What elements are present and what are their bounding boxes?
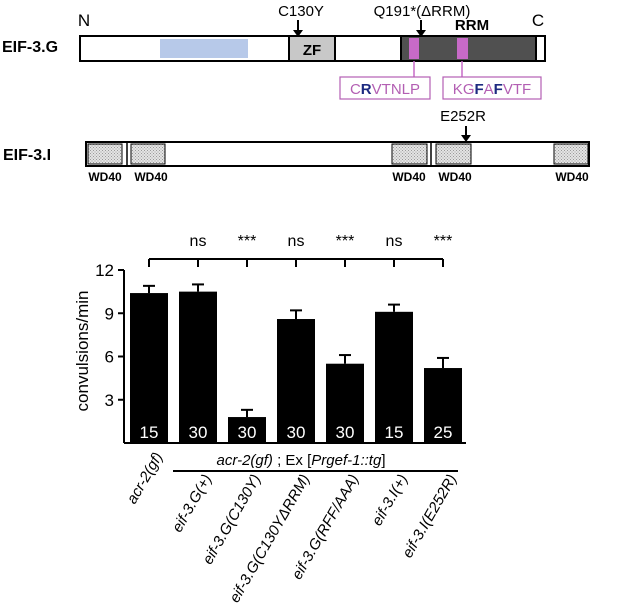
- n-label: 15: [385, 423, 404, 442]
- eif3i-name: EIF-3.I: [3, 147, 51, 164]
- n-label: 30: [189, 423, 208, 442]
- bar: [228, 417, 266, 443]
- n-label: 30: [238, 423, 257, 442]
- eif3g-motif1-box: [339, 76, 431, 100]
- eif3i-wd40-label-5: WD40: [555, 170, 589, 184]
- y-tick-label: 12: [95, 261, 114, 280]
- bar: [130, 293, 168, 443]
- eif3g-name: EIF-3.G: [2, 39, 58, 56]
- eif3g-light-blue-region: [160, 39, 248, 58]
- eif3i-wd40-domain-3: [391, 143, 428, 165]
- eif3g-zf-label: ZF: [303, 42, 321, 59]
- eif3i-diagram: EIF-3.I E252R WD40 WD40 WD40 WD40 WD40: [3, 108, 590, 184]
- eif3g-rrm-domain: [400, 35, 537, 62]
- bar: [277, 319, 315, 443]
- eif3i-wd40-domain-1: [87, 143, 123, 165]
- eif3g-q191-arrow: [416, 20, 426, 37]
- chart-plot: 3 6 9 12 15 30 30 30 30 15 25 ns *** ns *** ns *** acr-2(…: [95, 233, 466, 606]
- eif3i-wd40-domain-4: [435, 143, 472, 165]
- eif3g-motif2-sequence: KGFAFVTF: [453, 81, 531, 98]
- eif3i-backbone: [85, 141, 590, 167]
- eif3i-e252r-arrow: [461, 126, 471, 142]
- bar-chart: convulsions/min 3 6 9 12 15 30 30 30 30 15 25 ns ***…: [73, 233, 466, 606]
- eif3g-n-terminus-label: N: [78, 11, 90, 30]
- eif3i-wd40-domain-5: [553, 143, 589, 165]
- group-label: acr-2(gf) ; Ex [Prgef-1::tg]: [217, 452, 386, 469]
- eif3i-wd40-label-1: WD40: [88, 170, 122, 184]
- eif3i-wd40-label-2: WD40: [134, 170, 168, 184]
- eif3g-rrm-motif2-mark: [457, 38, 468, 59]
- n-label: 30: [287, 423, 306, 442]
- eif3g-mutation-c130y: C130Y: [278, 3, 324, 20]
- eif3g-motif2-box: [442, 76, 542, 100]
- y-tick-label: 6: [105, 348, 114, 367]
- x-tick-label: eif-3.I(+): [369, 471, 412, 528]
- significance-label: ns: [386, 233, 403, 250]
- bar: [424, 368, 462, 443]
- eif3g-c-terminus-label: C: [532, 11, 544, 30]
- bar: [326, 363, 364, 443]
- eif3g-zf-domain: [288, 35, 336, 62]
- x-tick-label: acr-2(gf): [124, 449, 167, 506]
- y-axis-label: convulsions/min: [73, 291, 92, 412]
- y-tick-label: 3: [105, 391, 114, 410]
- bar: [179, 291, 217, 443]
- significance-label: ns: [190, 233, 207, 250]
- eif3i-wd40-label-4: WD40: [438, 170, 472, 184]
- eif3i-wd40-domain-2: [130, 143, 166, 165]
- y-tick-label: 9: [105, 304, 114, 323]
- x-tick-label: eif-3.G(+): [169, 471, 216, 535]
- eif3g-mutation-q191: Q191*(ΔRRM): [374, 3, 471, 20]
- significance-label: ***: [434, 233, 453, 250]
- significance-label: ns: [288, 233, 305, 250]
- significance-label: ***: [238, 233, 257, 250]
- bar: [375, 311, 413, 443]
- eif3i-mutation-e252r: E252R: [440, 108, 486, 125]
- n-label: 15: [140, 423, 159, 442]
- eif3i-wd40-label-3: WD40: [392, 170, 426, 184]
- n-label: 25: [434, 423, 453, 442]
- eif3g-c130y-arrow: [293, 20, 303, 37]
- eif3g-rrm-label: RRM: [455, 17, 489, 34]
- eif3g-diagram: N C EIF-3.G ZF RRM C130Y Q191*(ΔRRM) CRV…: [2, 3, 546, 100]
- significance-label: ***: [336, 233, 355, 250]
- n-label: 30: [336, 423, 355, 442]
- eif3g-rrm-motif1-mark: [409, 38, 419, 59]
- eif3g-motif1-sequence: CRVTNLP: [350, 81, 420, 98]
